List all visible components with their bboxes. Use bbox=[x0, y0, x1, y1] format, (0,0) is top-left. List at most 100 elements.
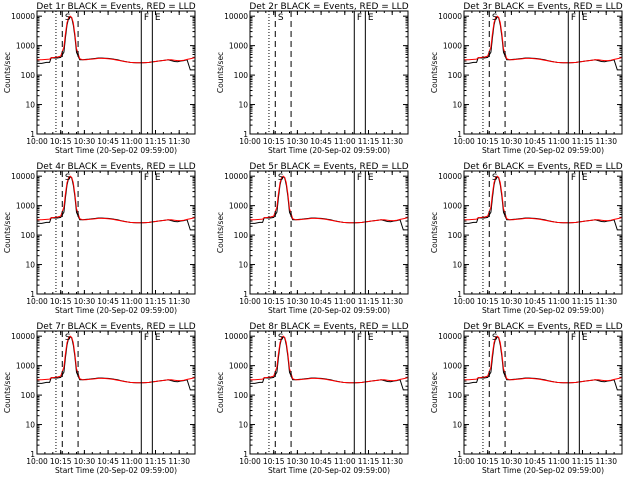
marker-letter-f: F bbox=[144, 333, 149, 343]
marker-letter-s: S bbox=[492, 173, 498, 183]
marker-letter-s: S bbox=[278, 333, 284, 343]
x-tick-label: 10:00 bbox=[26, 457, 48, 466]
lld-series bbox=[37, 175, 195, 224]
y-tick-label: 100 bbox=[21, 231, 36, 240]
y-tick-label: 1 bbox=[457, 130, 462, 139]
marker-letter-f: F bbox=[144, 173, 149, 183]
x-tick-label: 11:30 bbox=[595, 137, 617, 146]
x-tick-label: 11:15 bbox=[572, 137, 594, 146]
panel-frame bbox=[36, 10, 196, 135]
x-tick-label: 11:15 bbox=[358, 137, 380, 146]
panel-frame bbox=[249, 170, 409, 295]
events-series bbox=[464, 176, 622, 231]
x-tick-label: 10:00 bbox=[239, 297, 261, 306]
marker-letter-e: E bbox=[368, 173, 374, 183]
y-tick-label: 100 bbox=[448, 391, 463, 400]
x-axis-label: Start Time (20-Sep-02 09:59:00) bbox=[55, 306, 177, 315]
panel-title: Det 8r BLACK = Events, RED = LLD bbox=[249, 322, 408, 332]
x-tick-label: 10:30 bbox=[74, 457, 96, 466]
lld-series bbox=[250, 335, 408, 384]
x-axis-label: Start Time (20-Sep-02 09:59:00) bbox=[482, 306, 604, 315]
y-tick-label: 10 bbox=[452, 261, 462, 270]
x-tick-label: 11:00 bbox=[548, 137, 570, 146]
y-tick-label: 10000 bbox=[438, 332, 462, 341]
y-tick-label: 1000 bbox=[443, 202, 462, 211]
events-series bbox=[464, 16, 622, 71]
y-tick-label: 100 bbox=[234, 71, 249, 80]
y-tick-label: 1000 bbox=[443, 42, 462, 51]
marker-letter-s: S bbox=[492, 333, 498, 343]
events-series bbox=[37, 176, 195, 231]
y-tick-label: 10000 bbox=[438, 172, 462, 181]
x-tick-label: 10:45 bbox=[524, 297, 546, 306]
x-tick-label: 10:45 bbox=[524, 457, 546, 466]
y-tick-label: 1000 bbox=[16, 202, 35, 211]
x-tick-label: 11:15 bbox=[572, 457, 594, 466]
x-axis-label: Start Time (20-Sep-02 09:59:00) bbox=[55, 466, 177, 475]
y-tick-label: 1 bbox=[243, 130, 248, 139]
y-tick-label: 100 bbox=[234, 231, 249, 240]
x-tick-label: 11:30 bbox=[595, 457, 617, 466]
x-tick-label: 11:00 bbox=[548, 457, 570, 466]
x-tick-label: 10:45 bbox=[524, 137, 546, 146]
x-tick-label: 10:45 bbox=[310, 137, 332, 146]
x-axis-label: Start Time (20-Sep-02 09:59:00) bbox=[268, 306, 390, 315]
x-tick-label: 11:00 bbox=[121, 137, 143, 146]
events-series bbox=[464, 336, 622, 391]
x-tick-label: 10:30 bbox=[501, 297, 523, 306]
x-tick-label: 10:00 bbox=[453, 297, 475, 306]
marker-letter-f: F bbox=[571, 13, 576, 23]
y-tick-label: 10 bbox=[25, 261, 35, 270]
x-tick-label: 10:30 bbox=[501, 137, 523, 146]
marker-letter-e: E bbox=[582, 333, 588, 343]
marker-letter-f: F bbox=[357, 333, 362, 343]
marker-letter-e: E bbox=[582, 13, 588, 23]
x-tick-label: 10:00 bbox=[453, 137, 475, 146]
y-axis-label: Counts/sec bbox=[216, 372, 225, 413]
lld-series bbox=[37, 15, 195, 64]
y-tick-label: 1 bbox=[243, 450, 248, 459]
x-tick-label: 11:00 bbox=[334, 137, 356, 146]
marker-letter-s: S bbox=[278, 173, 284, 183]
x-tick-label: 10:15 bbox=[50, 137, 72, 146]
y-tick-label: 100 bbox=[234, 391, 249, 400]
marker-letter-s: S bbox=[492, 13, 498, 23]
x-tick-label: 10:00 bbox=[239, 137, 261, 146]
marker-letter-f: F bbox=[571, 333, 576, 343]
x-tick-label: 10:30 bbox=[287, 457, 309, 466]
y-tick-label: 100 bbox=[448, 231, 463, 240]
events-series bbox=[37, 16, 195, 71]
marker-letter-f: F bbox=[144, 13, 149, 23]
panel-det-7: Det 7r BLACK = Events, RED = LLD 10:00 10:… bbox=[3, 322, 196, 475]
y-tick-label: 10000 bbox=[11, 172, 35, 181]
x-tick-label: 10:30 bbox=[287, 137, 309, 146]
x-tick-label: 11:30 bbox=[595, 297, 617, 306]
y-axis-label: Counts/sec bbox=[430, 212, 439, 253]
marker-letter-e: E bbox=[155, 333, 161, 343]
panel-title: Det 7r BLACK = Events, RED = LLD bbox=[36, 322, 195, 332]
x-tick-label: 10:45 bbox=[310, 457, 332, 466]
x-tick-label: 10:45 bbox=[310, 297, 332, 306]
x-axis-label: Start Time (20-Sep-02 09:59:00) bbox=[268, 466, 390, 475]
y-tick-label: 1000 bbox=[229, 202, 248, 211]
panel-title: Det 2r BLACK = Events, RED = LLD bbox=[249, 2, 408, 12]
x-tick-label: 11:00 bbox=[121, 297, 143, 306]
y-tick-label: 1000 bbox=[443, 362, 462, 371]
x-tick-label: 10:15 bbox=[263, 137, 285, 146]
x-tick-label: 11:30 bbox=[168, 457, 190, 466]
x-tick-label: 11:30 bbox=[381, 297, 403, 306]
x-tick-label: 10:15 bbox=[263, 297, 285, 306]
x-tick-label: 10:00 bbox=[453, 457, 475, 466]
panel-frame bbox=[36, 330, 196, 455]
panel-title: Det 5r BLACK = Events, RED = LLD bbox=[249, 162, 408, 172]
lld-series bbox=[464, 175, 622, 224]
marker-letter-e: E bbox=[368, 13, 374, 23]
